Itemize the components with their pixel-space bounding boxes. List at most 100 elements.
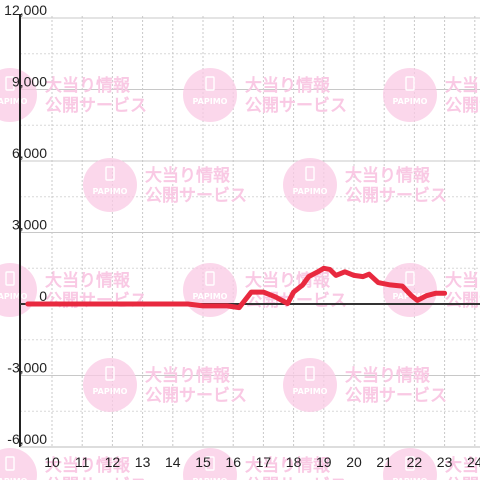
x-tick-label: 23: [437, 454, 453, 470]
x-tick-label: 14: [165, 454, 181, 470]
watermark-badge-text: PAPIMO: [393, 97, 428, 106]
watermark-badge-text: PAPIMO: [193, 477, 228, 480]
x-tick-label: 19: [316, 454, 332, 470]
watermark-phone-icon: [5, 76, 15, 91]
watermark-line2: 公開サービス: [245, 96, 347, 116]
x-tick-label: 21: [376, 454, 392, 470]
x-tick-label: 10: [44, 454, 60, 470]
watermark-badge: [83, 358, 137, 412]
watermark-badge-text: PAPIMO: [193, 97, 228, 106]
tick-labels: 12,000 9,000 6,000 3,000 0 -3,000 -6,000 10 11 12…: [4, 2, 480, 470]
watermark-badge: [383, 263, 437, 317]
watermark-line2: 公開サービス: [345, 386, 447, 406]
watermark-line1: 大当り情報: [45, 270, 131, 291]
watermark-badge: [0, 68, 37, 122]
watermark-line1: 大当り情報: [445, 455, 480, 476]
watermark-line1: 大当り情報: [345, 365, 431, 386]
x-tick-label: 15: [195, 454, 211, 470]
x-tick-label: 22: [407, 454, 423, 470]
watermark-line2: 公開サービス: [445, 291, 480, 311]
watermark-line1: 大当り情報: [145, 165, 231, 186]
watermark-phone-icon: [5, 271, 15, 286]
watermark-badge-text: PAPIMO: [0, 292, 28, 301]
watermark-badge: [283, 358, 337, 412]
watermark-badge-text: PAPIMO: [93, 387, 128, 396]
x-tick-label: 11: [75, 454, 90, 470]
watermark-line1: 大当り情報: [245, 455, 331, 476]
watermark-phone-icon: [305, 166, 315, 181]
watermark-badge-text: PAPIMO: [93, 187, 128, 196]
watermark-badge: [383, 448, 437, 480]
y-tick-label: 6,000: [12, 145, 47, 161]
watermark-phone-icon: [105, 366, 115, 381]
y-tick-label: 9,000: [12, 74, 47, 90]
series: [25, 265, 448, 311]
watermark-phone-icon: [105, 166, 115, 181]
watermark-phone-icon: [205, 76, 215, 91]
watermark-badge: [83, 158, 137, 212]
watermark-badge: [183, 68, 237, 122]
watermark-line1: 大当り情報: [45, 455, 131, 476]
x-tick-label: 12: [105, 454, 121, 470]
watermark-badge-text: PAPIMO: [193, 292, 228, 301]
watermark-phone-icon: [205, 456, 215, 471]
y-tick-label: 3,000: [12, 217, 47, 233]
watermarks: PAPIMO大当り情報公開サービスPAPIMO大当り情報公開サービスPAPIMO…: [0, 68, 480, 480]
watermark-badge: [0, 263, 37, 317]
y-tick-label: -3,000: [7, 360, 47, 376]
watermark-badge-text: PAPIMO: [293, 187, 328, 196]
x-tick-label: 13: [135, 454, 151, 470]
y-tick-label: -6,000: [7, 431, 47, 447]
watermark-badge-text: PAPIMO: [0, 477, 28, 480]
watermark-badge-text: PAPIMO: [293, 387, 328, 396]
y-tick-label: 12,000: [4, 2, 47, 18]
series-line: [25, 265, 448, 311]
watermark-phone-icon: [405, 456, 415, 471]
watermark-phone-icon: [205, 271, 215, 286]
x-tick-label: 20: [346, 454, 362, 470]
watermark-badge: [0, 448, 37, 480]
watermark-line1: 大当り情報: [445, 270, 480, 291]
watermark-phone-icon: [5, 456, 15, 471]
watermark-line2: 公開サービス: [145, 186, 247, 206]
watermark-badge: [183, 263, 237, 317]
watermark-line2: 公開サービス: [445, 96, 480, 116]
watermark-line2: 公開サービス: [445, 476, 480, 480]
watermark-line2: 公開サービス: [345, 186, 447, 206]
watermark-phone-icon: [405, 76, 415, 91]
x-tick-label: 24: [467, 454, 480, 470]
watermark-badge: [183, 448, 237, 480]
watermark-line1: 大当り情報: [145, 365, 231, 386]
watermark-phone-icon: [305, 366, 315, 381]
x-tick-label: 17: [256, 454, 272, 470]
watermark-badge-text: PAPIMO: [0, 97, 28, 106]
watermark-line2: 公開サービス: [45, 96, 147, 116]
watermark-line1: 大当り情報: [445, 75, 480, 96]
watermark-line2: 公開サービス: [45, 476, 147, 480]
x-tick-label: 18: [286, 454, 302, 470]
watermark-line1: 大当り情報: [45, 75, 131, 96]
watermark-phone-icon: [405, 271, 415, 286]
watermark-line2: 公開サービス: [145, 386, 247, 406]
y-tick-label: 0: [39, 288, 47, 304]
watermark-line2: 公開サービス: [245, 476, 347, 480]
watermark-badge-text: PAPIMO: [393, 477, 428, 480]
x-tick-label: 16: [225, 454, 241, 470]
watermark-line1: 大当り情報: [345, 165, 431, 186]
watermark-badge: [283, 158, 337, 212]
watermark-badge: [383, 68, 437, 122]
watermark-line1: 大当り情報: [245, 75, 331, 96]
